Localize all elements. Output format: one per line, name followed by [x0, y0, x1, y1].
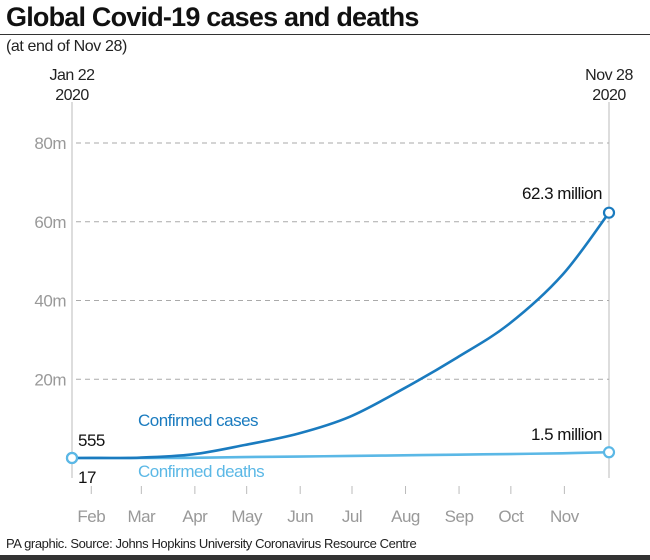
y-tick-label: 40m [34, 292, 66, 311]
y-tick-label: 80m [34, 134, 66, 153]
bottom-rule [0, 555, 650, 560]
deaths-end-point [602, 446, 616, 459]
start-date-label: 2020 [55, 87, 89, 104]
legend-label-cases: Confirmed cases [138, 411, 258, 430]
deaths-start-point [65, 451, 79, 465]
title-rule [0, 34, 650, 35]
deaths-start-label: 17 [78, 468, 96, 487]
x-tick-label: Sep [445, 507, 474, 526]
y-tick-label: 20m [34, 370, 66, 389]
series-line-deaths [71, 450, 610, 460]
end-date-label: Nov 28 [585, 67, 633, 84]
legend-label-deaths: Confirmed deaths [138, 462, 264, 481]
x-tick-label: Jun [287, 507, 313, 526]
x-tick-label: Mar [127, 507, 156, 526]
series-line-cases [71, 211, 611, 460]
source-note: PA graphic. Source: Johns Hopkins Univer… [6, 536, 417, 551]
x-tick-label: May [231, 507, 263, 526]
x-tick-label: Oct [498, 507, 524, 526]
start-date-label: Jan 22 [49, 67, 95, 84]
y-tick-label: 60m [34, 213, 66, 232]
deaths-end-label: 1.5 million [531, 425, 602, 444]
x-tick-label: Feb [77, 507, 105, 526]
chart-title: Global Covid-19 cases and deaths [6, 2, 419, 32]
cases-end-label: 62.3 million [522, 184, 602, 203]
x-tick-label: Aug [391, 507, 420, 526]
chart-subtitle: (at end of Nov 28) [6, 38, 127, 55]
cases-start-label: 555 [78, 431, 105, 450]
x-tick-label: Jul [342, 507, 362, 526]
cases-end-point [602, 206, 616, 219]
end-date-label: 2020 [592, 87, 626, 104]
x-tick-label: Apr [182, 507, 208, 526]
x-tick-label: Nov [550, 507, 580, 526]
